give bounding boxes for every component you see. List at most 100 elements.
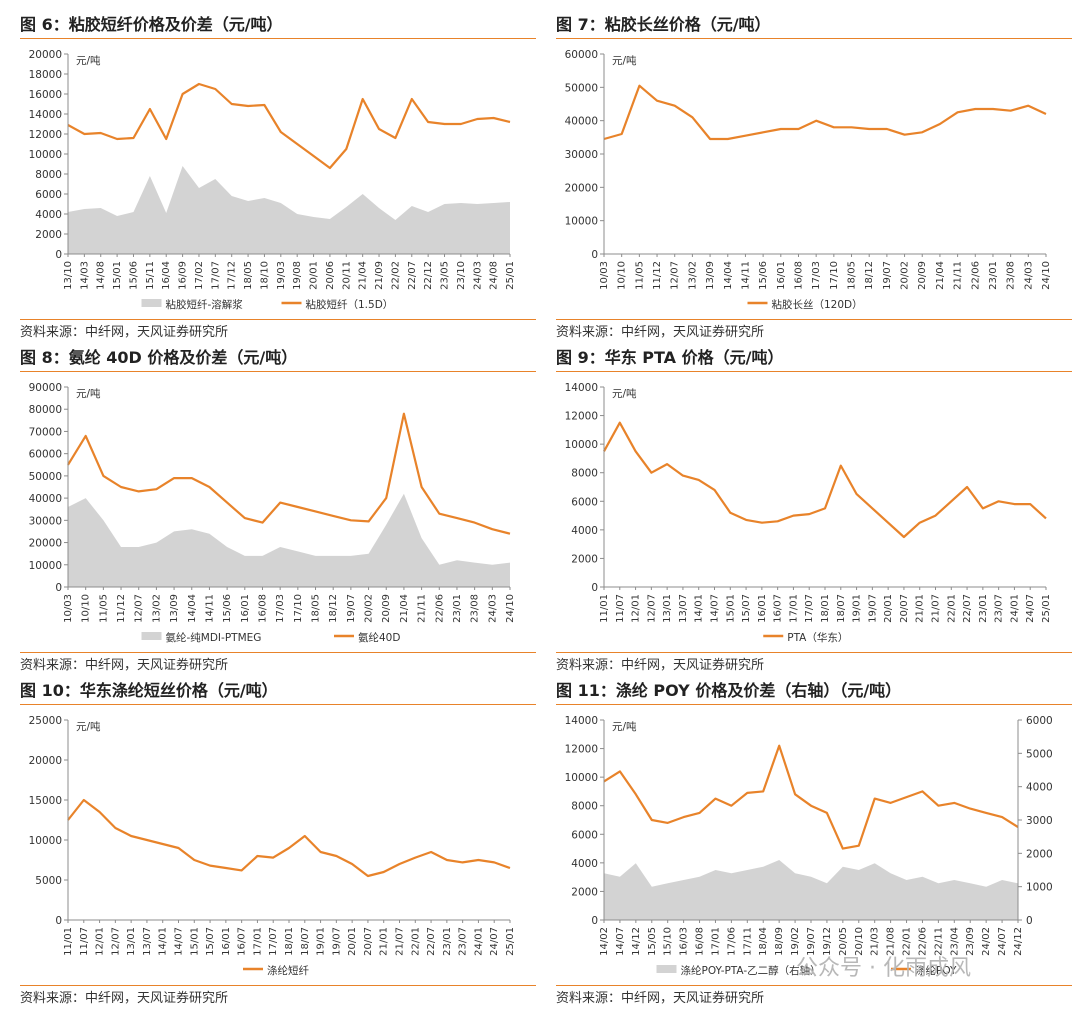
x-tick-label: 20/07 <box>363 927 374 956</box>
x-tick-label: 21/07 <box>395 927 406 956</box>
chart-panel-fig11: 图 11：涤纶 POY 价格及价差（右轴）（元/吨） 0 2000 4000 6000… <box>556 678 1072 1011</box>
x-tick-label: 21/08 <box>886 927 897 956</box>
x-tick-label: 13/07 <box>142 927 153 956</box>
x-tick-label: 17/10 <box>293 594 304 623</box>
x-tick-label: 22/06 <box>917 927 928 956</box>
x-tick-label: 18/12 <box>864 261 875 290</box>
source-note: 资料来源：中纤网，天风证券研究所 <box>20 991 229 1006</box>
x-tick-label: 23/01 <box>452 594 463 623</box>
x-tick-label: 23/09 <box>965 927 976 956</box>
chart-title: 图 6：粘胶短纤价格及价差（元/吨） <box>20 15 283 34</box>
footer-divider <box>556 319 1072 320</box>
x-tick-label: 17/12 <box>227 261 238 290</box>
y-tick-label: 6000 <box>571 496 598 508</box>
y-tick-label: 8000 <box>571 801 598 813</box>
title-divider <box>556 38 1072 39</box>
y-tick-label: 20000 <box>565 182 598 194</box>
footer-divider <box>20 985 536 986</box>
x-tick-label: 22/07 <box>426 927 437 956</box>
x-tick-label: 11/05 <box>634 261 645 290</box>
x-tick-label: 17/01 <box>710 927 721 956</box>
y2-tick-label: 5000 <box>1026 748 1053 760</box>
legend-label: PTA（华东） <box>787 631 848 644</box>
x-tick-label: 16/01 <box>221 927 232 956</box>
legend-swatch-area <box>656 965 677 973</box>
x-tick-label: 17/06 <box>726 927 737 956</box>
x-tick-label: 20/01 <box>347 927 358 956</box>
x-tick-label: 23/08 <box>1006 261 1017 290</box>
x-tick-label: 15/06 <box>222 594 233 623</box>
x-tick-label: 24/07 <box>997 927 1008 956</box>
x-tick-label: 14/07 <box>174 927 185 956</box>
x-tick-label: 24/12 <box>1013 927 1024 956</box>
chart-title: 图 11：涤纶 POY 价格及价差（右轴）（元/吨） <box>556 681 902 700</box>
x-tick-label: 11/01 <box>63 927 74 956</box>
y-tick-label: 10000 <box>29 560 62 572</box>
x-tick-label: 20/11 <box>341 261 352 290</box>
x-tick-label: 24/02 <box>981 927 992 956</box>
chart-title: 图 9：华东 PTA 价格（元/吨） <box>556 348 784 367</box>
x-tick-label: 14/11 <box>204 594 215 623</box>
x-tick-label: 15/11 <box>145 261 156 290</box>
legend-label: 粘胶长丝（120D） <box>772 298 863 311</box>
source-note: 资料来源：中纤网，天风证券研究所 <box>20 658 229 673</box>
x-tick-label: 12/07 <box>646 594 657 623</box>
x-tick-label: 24/03 <box>1023 261 1034 290</box>
x-tick-label: 20/07 <box>899 594 910 623</box>
x-tick-label: 24/01 <box>1009 594 1020 623</box>
x-tick-label: 13/02 <box>687 261 698 290</box>
y-tick-label: 25000 <box>29 715 62 727</box>
x-tick-label: 16/07 <box>773 594 784 623</box>
x-tick-label: 18/09 <box>774 927 785 956</box>
x-tick-label: 18/04 <box>758 927 769 956</box>
legend-swatch-area <box>141 299 162 307</box>
series-line-0 <box>603 84 1047 141</box>
x-tick-label: 19/07 <box>346 594 357 623</box>
title-divider <box>556 704 1072 705</box>
x-tick-label: 10/10 <box>617 261 628 290</box>
x-tick-label: 14/01 <box>694 594 705 623</box>
x-tick-label: 21/07 <box>931 594 942 623</box>
x-tick-label: 14/07 <box>710 594 721 623</box>
y2-tick-label: 4000 <box>1026 782 1053 794</box>
x-tick-label: 16/04 <box>161 261 172 290</box>
y-tick-label: 4000 <box>35 209 62 221</box>
x-tick-label: 17/01 <box>252 927 263 956</box>
x-tick-label: 15/06 <box>758 261 769 290</box>
source-note: 资料来源：中纤网，天风证券研究所 <box>556 658 765 673</box>
x-tick-label: 21/04 <box>935 261 946 290</box>
title-divider <box>20 38 536 39</box>
y-tick-label: 40000 <box>29 493 62 505</box>
legend-label: 粘胶短纤-溶解浆 <box>166 298 244 311</box>
y2-tick-label: 1000 <box>1026 882 1053 894</box>
x-tick-label: 24/03 <box>472 261 483 290</box>
y-tick-label: 14000 <box>565 382 598 394</box>
x-tick-label: 16/01 <box>240 594 251 623</box>
x-tick-label: 16/01 <box>776 261 787 290</box>
chart-plot: 0 2000 4000 6000 8000 10000 12000 14000 元/吨 0 1000… <box>565 715 1053 977</box>
x-tick-label: 23/01 <box>988 261 999 290</box>
legend-label: 氨纶-纯MDI-PTMEG <box>166 631 262 644</box>
y-tick-label: 10000 <box>29 835 62 847</box>
x-tick-label: 24/07 <box>1025 594 1036 623</box>
x-tick-label: 20/09 <box>917 261 928 290</box>
x-tick-label: 21/03 <box>870 927 881 956</box>
x-tick-label: 25/01 <box>1041 594 1052 623</box>
x-tick-label: 12/01 <box>95 927 106 956</box>
x-tick-label: 20/02 <box>364 594 375 623</box>
y-tick-label: 0 <box>55 582 62 594</box>
y-tick-label: 20000 <box>29 49 62 61</box>
x-tick-label: 20/09 <box>381 594 392 623</box>
x-tick-label: 16/07 <box>237 927 248 956</box>
x-tick-label: 14/07 <box>615 927 626 956</box>
y-tick-label: 10000 <box>29 149 62 161</box>
x-tick-label: 17/03 <box>275 594 286 623</box>
x-tick-label: 17/01 <box>788 594 799 623</box>
x-tick-label: 24/10 <box>505 594 516 623</box>
x-tick-label: 13/07 <box>678 594 689 623</box>
chart-plot: 0 10000 20000 30000 40000 50000 60000 70000 8000… <box>29 382 516 644</box>
x-tick-label: 16/08 <box>793 261 804 290</box>
y-tick-label: 10000 <box>565 772 598 784</box>
x-tick-label: 13/02 <box>151 594 162 623</box>
x-tick-label: 15/10 <box>663 927 674 956</box>
